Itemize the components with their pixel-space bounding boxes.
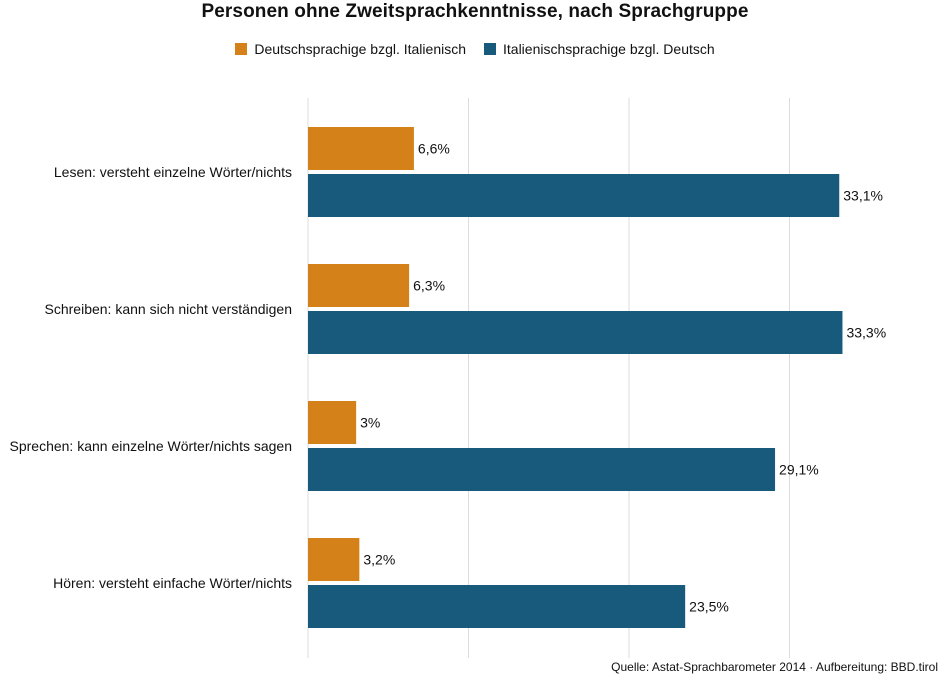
legend: Deutschsprachige bzgl. Italienisch Itali…: [0, 39, 950, 59]
source-note: Quelle: Astat-Sprachbarometer 2014 · Auf…: [611, 660, 938, 674]
bar-italian-speakers: [308, 448, 776, 491]
category-label: Hören: versteht einfache Wörter/nichts: [53, 575, 292, 591]
bar-german-speakers: [308, 127, 414, 170]
bar-italian-speakers: [308, 585, 686, 628]
bar-italian-speakers: [308, 174, 840, 217]
category-label: Lesen: versteht einzelne Wörter/nichts: [54, 164, 292, 180]
data-label: 3,2%: [363, 552, 395, 568]
data-label: 3%: [360, 415, 380, 431]
bar-german-speakers: [308, 264, 410, 307]
bar-german-speakers: [308, 538, 360, 581]
legend-item-german-speakers: Deutschsprachige bzgl. Italienisch: [235, 41, 466, 57]
data-label: 29,1%: [779, 462, 819, 478]
chart-title: Personen ohne Zweitsprachkenntnisse, nac…: [201, 1, 749, 22]
data-label: 6,6%: [418, 141, 450, 157]
data-label: 33,1%: [843, 188, 883, 204]
data-label: 33,3%: [846, 325, 886, 341]
legend-label-german-speakers: Deutschsprachige bzgl. Italienisch: [254, 41, 466, 57]
bar-italian-speakers: [308, 311, 843, 354]
legend-item-italian-speakers: Italienischsprachige bzgl. Deutsch: [484, 41, 715, 57]
category-label: Schreiben: kann sich nicht verständigen: [45, 301, 292, 317]
legend-label-italian-speakers: Italienischsprachige bzgl. Deutsch: [503, 41, 715, 57]
data-label: 6,3%: [413, 278, 445, 294]
bar-german-speakers: [308, 401, 357, 444]
category-label: Sprechen: kann einzelne Wörter/nichts sa…: [10, 438, 293, 454]
legend-swatch-german-speakers: [235, 43, 248, 55]
data-label: 23,5%: [689, 599, 729, 615]
legend-swatch-italian-speakers: [484, 43, 496, 55]
